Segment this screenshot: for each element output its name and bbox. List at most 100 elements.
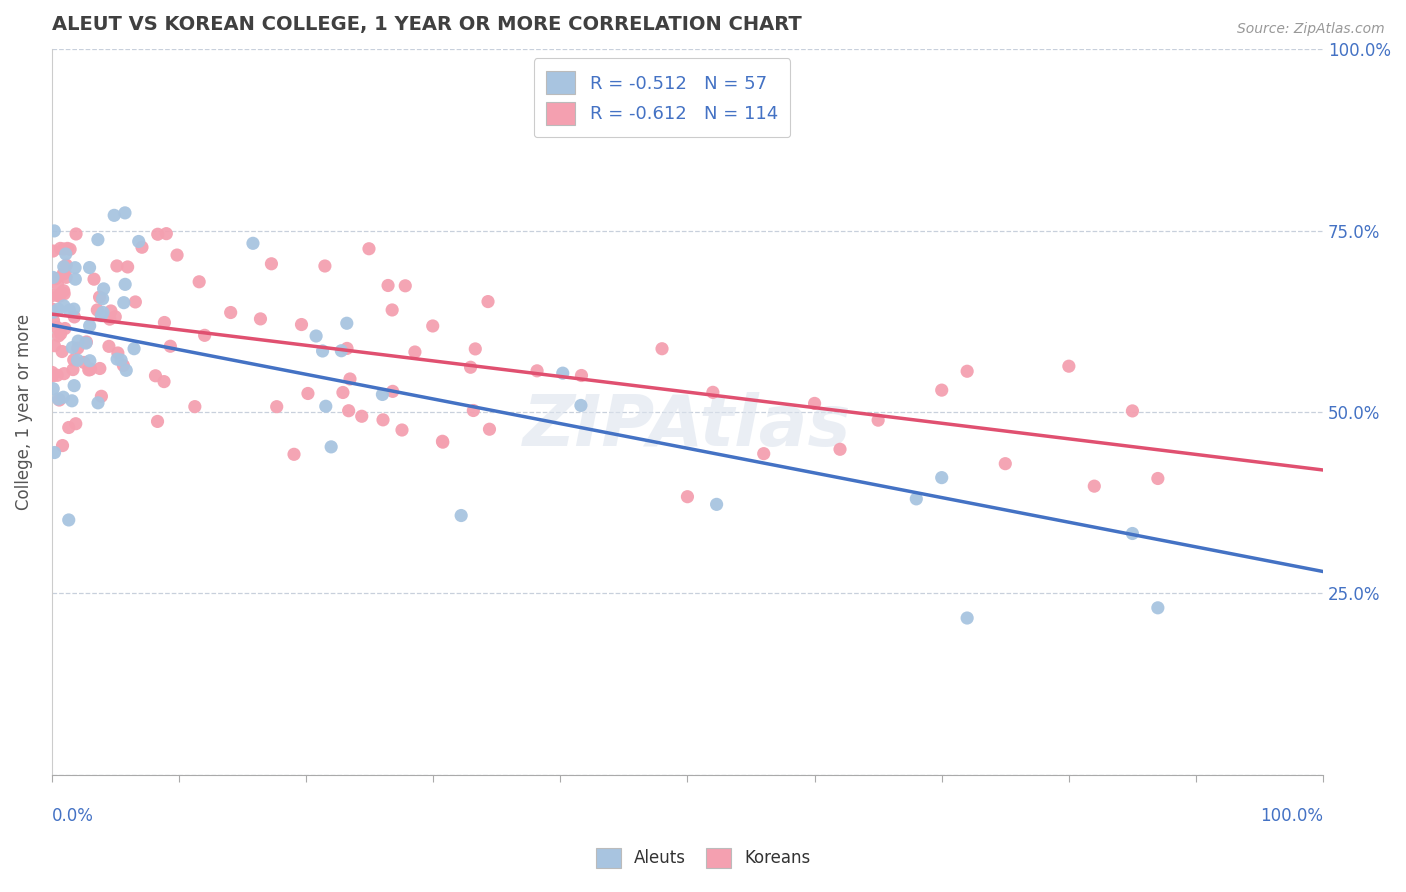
Point xyxy=(371,387,394,401)
Point xyxy=(219,305,242,319)
Point xyxy=(87,396,110,410)
Point xyxy=(131,240,153,254)
Point xyxy=(112,295,135,310)
Point xyxy=(93,282,115,296)
Point xyxy=(79,353,101,368)
Point xyxy=(803,396,825,410)
Point xyxy=(371,413,394,427)
Point xyxy=(569,399,592,413)
Point xyxy=(297,386,319,401)
Point xyxy=(1147,471,1170,485)
Point xyxy=(931,470,953,484)
Point xyxy=(702,385,724,400)
Point xyxy=(422,318,444,333)
Point xyxy=(44,339,66,353)
Point xyxy=(184,400,207,414)
Point xyxy=(336,342,359,356)
Point xyxy=(107,346,129,360)
Point xyxy=(194,328,217,343)
Point xyxy=(75,334,97,349)
Point xyxy=(394,278,416,293)
Point xyxy=(59,242,82,256)
Point xyxy=(79,260,101,275)
Point xyxy=(460,360,482,375)
Point xyxy=(314,259,336,273)
Point xyxy=(48,392,70,407)
Point xyxy=(56,241,79,255)
Point xyxy=(404,345,426,359)
Point xyxy=(60,341,83,355)
Point xyxy=(46,368,69,383)
Point xyxy=(477,294,499,309)
Point xyxy=(63,302,86,317)
Point xyxy=(55,258,77,272)
Point xyxy=(46,392,69,406)
Point xyxy=(51,439,73,453)
Point xyxy=(526,364,548,378)
Point xyxy=(105,259,128,273)
Point xyxy=(79,362,101,376)
Point xyxy=(283,447,305,461)
Point xyxy=(79,318,101,333)
Point xyxy=(53,367,76,381)
Point xyxy=(381,302,404,317)
Point xyxy=(86,302,108,317)
Point xyxy=(377,278,399,293)
Point xyxy=(249,312,271,326)
Point xyxy=(339,372,361,386)
Point xyxy=(79,362,101,376)
Point xyxy=(153,375,176,389)
Point xyxy=(931,383,953,397)
Point xyxy=(122,342,145,356)
Point xyxy=(112,359,135,373)
Point xyxy=(66,341,89,355)
Text: 0.0%: 0.0% xyxy=(52,807,94,825)
Point xyxy=(155,227,177,241)
Point xyxy=(828,442,851,457)
Point xyxy=(381,384,404,399)
Point xyxy=(46,320,69,334)
Point xyxy=(391,423,413,437)
Point xyxy=(52,260,75,274)
Legend: Aleuts, Koreans: Aleuts, Koreans xyxy=(589,841,817,875)
Point xyxy=(166,248,188,262)
Text: 100.0%: 100.0% xyxy=(1260,807,1323,825)
Point xyxy=(103,208,125,222)
Point xyxy=(62,362,84,376)
Point xyxy=(311,343,333,358)
Point xyxy=(117,260,139,274)
Point xyxy=(63,378,86,392)
Point xyxy=(188,275,211,289)
Point xyxy=(98,312,121,326)
Point xyxy=(90,389,112,403)
Point xyxy=(110,353,132,368)
Point xyxy=(350,409,373,424)
Point xyxy=(46,302,69,317)
Point xyxy=(51,344,73,359)
Point xyxy=(67,334,90,348)
Point xyxy=(58,513,80,527)
Point xyxy=(83,272,105,286)
Point xyxy=(51,285,73,300)
Point xyxy=(357,242,380,256)
Point xyxy=(44,224,66,238)
Point xyxy=(49,241,72,255)
Point xyxy=(994,457,1017,471)
Point xyxy=(58,303,80,318)
Point xyxy=(128,235,150,249)
Point xyxy=(53,266,76,280)
Point xyxy=(464,342,486,356)
Point xyxy=(752,447,775,461)
Point xyxy=(1083,479,1105,493)
Point xyxy=(58,420,80,434)
Point xyxy=(55,247,77,261)
Point xyxy=(48,289,70,303)
Point xyxy=(75,336,97,351)
Point xyxy=(868,413,890,427)
Point xyxy=(1121,526,1143,541)
Point xyxy=(89,361,111,376)
Point xyxy=(60,393,83,408)
Point xyxy=(89,290,111,304)
Point xyxy=(305,329,328,343)
Point xyxy=(52,284,75,298)
